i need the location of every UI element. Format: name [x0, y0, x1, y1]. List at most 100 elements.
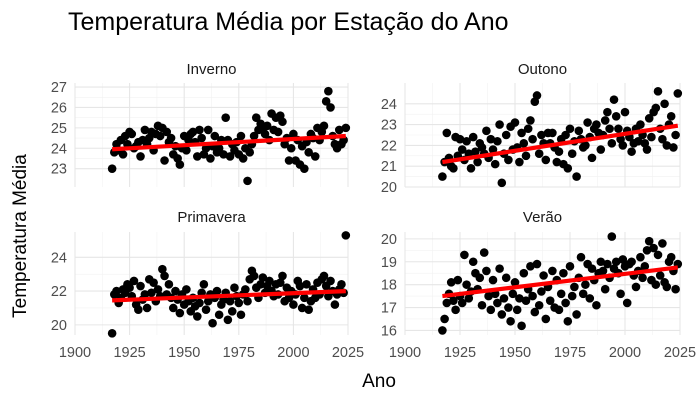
data-point	[537, 130, 546, 140]
data-point	[234, 298, 244, 308]
y-tick-label: 26	[51, 100, 67, 116]
panel-strip-label: Inverno	[186, 61, 236, 78]
data-point	[651, 103, 661, 113]
data-point	[517, 321, 526, 331]
data-point	[607, 139, 617, 148]
data-point	[284, 293, 294, 303]
data-point	[541, 314, 551, 324]
data-point	[501, 273, 511, 283]
data-point	[671, 130, 680, 140]
data-point	[611, 111, 621, 121]
data-point	[256, 280, 265, 289]
data-point	[236, 310, 246, 320]
data-point	[537, 287, 546, 296]
y-tick-label: 23	[381, 118, 397, 134]
trend-line	[442, 123, 679, 165]
data-point	[592, 120, 601, 129]
y-tick-label: 21	[381, 159, 397, 175]
y-tick-label: 16	[381, 323, 397, 339]
data-point	[644, 114, 654, 123]
data-point	[600, 284, 610, 294]
data-point	[297, 303, 307, 313]
data-point	[532, 91, 542, 100]
data-point	[603, 259, 612, 269]
data-point	[284, 156, 294, 165]
data-point	[515, 157, 524, 167]
data-point	[490, 159, 500, 169]
data-point	[136, 152, 145, 161]
data-point	[466, 163, 476, 173]
data-point	[462, 280, 471, 289]
data-point	[519, 139, 529, 148]
data-point	[440, 314, 449, 324]
data-point	[567, 291, 577, 301]
data-point	[118, 150, 128, 159]
y-tick-label: 24	[381, 97, 397, 113]
data-point	[521, 296, 531, 305]
data-point	[666, 252, 676, 262]
panel-strip-label: Verão	[523, 209, 562, 226]
x-tick-label: 2000	[609, 345, 641, 361]
data-point	[574, 126, 584, 136]
data-point	[662, 282, 672, 292]
data-point	[438, 326, 447, 335]
data-point	[486, 134, 496, 144]
y-tick-label: 20	[381, 180, 397, 196]
data-point	[127, 129, 137, 139]
data-point	[175, 160, 185, 169]
data-point	[136, 281, 145, 291]
data-point	[576, 252, 586, 262]
data-point	[627, 147, 636, 156]
y-tick-label: 25	[51, 121, 67, 137]
data-point	[649, 243, 658, 253]
y-axis-title: Temperatura Média	[10, 154, 31, 318]
data-point	[512, 305, 522, 315]
data-point	[446, 278, 456, 287]
data-point	[493, 298, 502, 308]
x-tick-label: 2025	[332, 345, 364, 361]
data-point	[545, 296, 555, 305]
data-point	[164, 280, 174, 289]
data-point	[278, 117, 287, 127]
data-point	[129, 276, 139, 286]
data-point	[528, 134, 537, 144]
data-point	[223, 315, 233, 325]
data-point	[653, 87, 663, 96]
y-tick-label: 27	[51, 80, 67, 96]
data-point	[655, 271, 665, 280]
data-point	[556, 289, 566, 299]
data-point	[627, 257, 636, 267]
data-point	[515, 294, 524, 303]
data-point	[289, 129, 298, 139]
data-point	[484, 291, 493, 301]
data-point	[495, 264, 504, 273]
data-point	[504, 155, 513, 165]
data-point	[642, 145, 652, 154]
data-point	[605, 124, 614, 134]
data-point	[193, 312, 202, 321]
data-point	[541, 155, 551, 165]
x-tick-label: 1950	[499, 345, 531, 361]
data-point	[262, 121, 272, 131]
x-axis-title: Ano	[362, 371, 396, 392]
data-point	[640, 262, 650, 271]
data-point	[508, 289, 518, 299]
data-point	[530, 307, 540, 317]
data-point	[238, 154, 248, 163]
data-point	[596, 145, 606, 154]
y-tick-label: 24	[51, 250, 67, 266]
data-point	[526, 262, 535, 271]
data-point	[578, 289, 588, 299]
data-point	[107, 164, 117, 173]
data-point	[249, 131, 259, 141]
data-point	[563, 316, 573, 326]
data-point	[611, 257, 621, 267]
data-point	[548, 266, 557, 276]
data-point	[260, 129, 270, 139]
data-point	[160, 156, 169, 165]
data-point	[647, 132, 656, 142]
data-point	[534, 300, 544, 310]
data-point	[219, 150, 228, 159]
data-point	[598, 266, 608, 276]
data-point	[208, 318, 217, 328]
